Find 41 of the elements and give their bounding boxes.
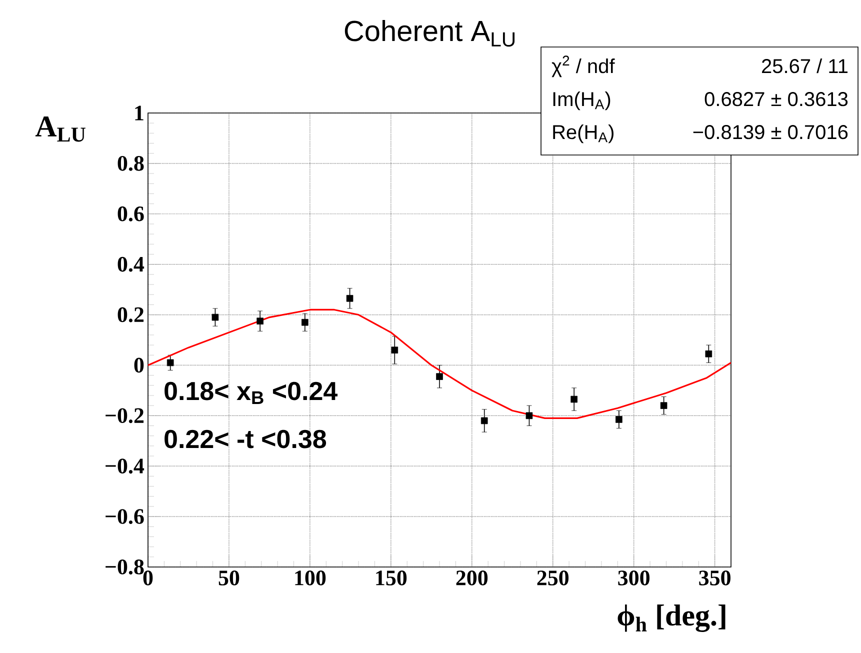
text: Im(H$_{A}$): [553, 92, 610, 110]
y-tick-label: −0.8: [106, 560, 144, 574]
x-tick-label: 250: [537, 570, 569, 586]
y-tick-label: 1: [135, 106, 144, 120]
point: [212, 314, 219, 321]
y-tick-label: 0.2: [118, 307, 144, 322]
x-tick-label: 150: [376, 570, 407, 586]
point: [526, 412, 533, 420]
y-tick-label: 0: [134, 358, 144, 373]
y-tick-label: 0.6: [118, 206, 144, 222]
text: χ$^{2}$ / ndf: [552, 56, 615, 78]
chart-title: Coherent A$_{LU}$: [344, 20, 515, 47]
x-tick-label: 100: [295, 570, 326, 586]
point: [302, 318, 308, 326]
annotation: −0.8139 ± 0.7016: [693, 125, 848, 140]
point: [480, 417, 488, 424]
x-tick-label: 300: [618, 570, 650, 586]
point: [166, 359, 174, 366]
y-tick-label: −0.6: [106, 509, 144, 524]
y-tick-label: 0.4: [118, 256, 144, 272]
text: 0.6827 ± 0.3613: [704, 92, 848, 106]
point: [436, 373, 443, 380]
point: [705, 350, 712, 358]
point: [660, 402, 668, 409]
x-tick-label: 50: [218, 570, 240, 586]
y-tick-label: −0.2: [106, 408, 144, 424]
annotation: 0.18< x$_{B}$ <0.24: [164, 382, 338, 404]
point: [391, 346, 398, 354]
annotation: Re(H$_{A}$): [553, 124, 614, 144]
y-tick-label: −0.4: [106, 458, 144, 474]
point: [570, 396, 578, 403]
text: 25.67 / 11: [762, 58, 848, 74]
y-axis-title: A$_{LU}$: [35, 116, 86, 142]
point: [346, 294, 354, 302]
point: [256, 318, 264, 324]
x-axis-title: ϕ$_{h}$ [deg.]: [618, 604, 726, 632]
x-tick-label: 200: [456, 570, 488, 586]
point: [616, 416, 622, 423]
annotation: 0.22< -t <0.38: [164, 430, 326, 448]
x-tick-label: 350: [699, 570, 730, 586]
y-tick-label: 0.8: [118, 156, 144, 171]
